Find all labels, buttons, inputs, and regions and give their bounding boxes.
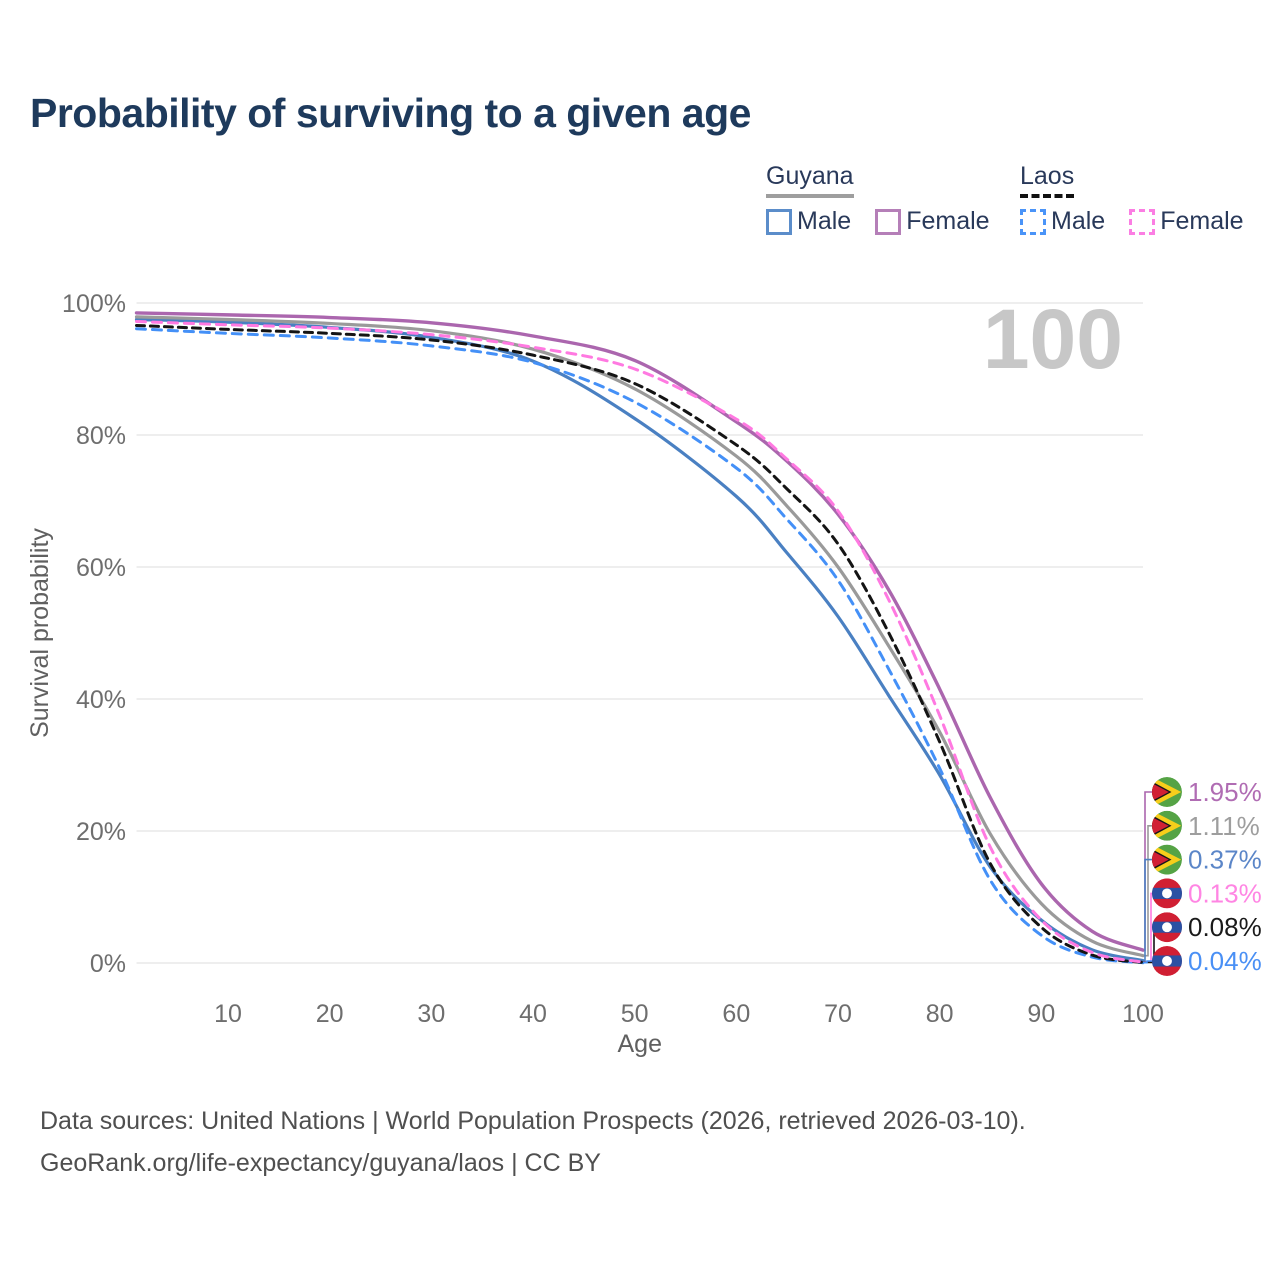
leader-guyana_male <box>1143 858 1152 962</box>
legend-country-label-guyana[interactable]: Guyana <box>766 162 854 198</box>
legend-swatch-guyana-female[interactable] <box>875 208 902 235</box>
x-tick-label: 100 <box>1122 1000 1164 1028</box>
line-laos_total <box>135 323 1145 964</box>
line-guyana_female <box>134 311 1145 952</box>
legend: Guyana Male Female Laos Male Female <box>0 162 1280 252</box>
x-axis-title: Age <box>618 1030 662 1058</box>
footer: Data sources: United Nations | World Pop… <box>40 1100 1240 1184</box>
legend-items: Male Female <box>1020 207 1268 236</box>
x-tick-label: 50 <box>621 1000 649 1028</box>
line-guyana_total <box>134 315 1145 958</box>
flag-guyana-icon <box>1152 777 1182 807</box>
x-tick-label: 10 <box>214 1000 242 1028</box>
legend-group-laos: Laos Male Female <box>1020 162 1268 236</box>
flag-laos-icon <box>1152 946 1182 976</box>
end-label-laos_female: 0.13% <box>1188 878 1262 908</box>
leader-laos_male <box>1143 960 1152 964</box>
x-tick-label: 30 <box>417 1000 445 1028</box>
y-axis-title: Survival probability <box>26 528 54 738</box>
page-title: Probability of surviving to a given age <box>30 90 751 136</box>
age-watermark: 100 <box>983 292 1123 386</box>
x-tick-label: 70 <box>824 1000 852 1028</box>
footer-license-line: GeoRank.org/life-expectancy/guyana/laos … <box>40 1149 601 1177</box>
legend-group-guyana: Guyana Male Female <box>766 162 1014 236</box>
legend-swatch-guyana-male[interactable] <box>766 208 792 235</box>
line-laos_female <box>135 319 1145 964</box>
flag-guyana-icon <box>1152 844 1182 875</box>
flag-laos-icon <box>1152 878 1182 909</box>
end-label-laos_total: 0.08% <box>1188 912 1262 942</box>
x-tick-label: 60 <box>722 1000 750 1028</box>
x-tick-label: 40 <box>519 1000 547 1028</box>
y-tick-label: 80% <box>76 422 126 450</box>
legend-label-laos-male[interactable]: Male <box>1051 207 1106 235</box>
end-label-guyana_female: 1.95% <box>1188 777 1262 807</box>
legend-country-label-laos[interactable]: Laos <box>1020 162 1075 198</box>
legend-items: Male Female <box>766 207 1014 236</box>
end-label-guyana_male: 0.37% <box>1188 845 1262 875</box>
legend-label-guyana-female[interactable]: Female <box>906 207 990 235</box>
footer-source-line: Data sources: United Nations | World Pop… <box>40 1107 1026 1135</box>
legend-swatch-laos-female[interactable] <box>1129 208 1156 235</box>
y-tick-label: 20% <box>76 818 126 846</box>
flag-laos-icon <box>1152 912 1182 943</box>
line-laos_male <box>135 327 1145 965</box>
legend-label-laos-female[interactable]: Female <box>1160 207 1244 235</box>
flag-guyana-icon <box>1152 810 1182 841</box>
x-tick-label: 80 <box>926 1000 954 1028</box>
x-tick-label: 20 <box>316 1000 344 1028</box>
legend-label-guyana-male[interactable]: Male <box>797 207 852 235</box>
y-tick-label: 40% <box>76 686 126 714</box>
y-tick-label: 0% <box>90 950 126 978</box>
x-tick-label: 90 <box>1027 1000 1055 1028</box>
legend-swatch-laos-male[interactable] <box>1020 208 1046 235</box>
end-label-laos_male: 0.04% <box>1188 946 1262 976</box>
y-tick-label: 60% <box>76 554 126 582</box>
y-tick-label: 100% <box>62 290 126 318</box>
end-label-guyana_total: 1.11% <box>1188 811 1260 841</box>
